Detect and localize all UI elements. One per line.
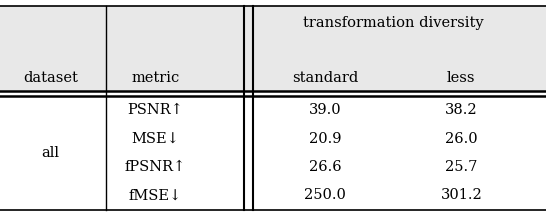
Text: 301.2: 301.2 bbox=[441, 188, 482, 202]
Text: 26.0: 26.0 bbox=[445, 132, 478, 146]
Text: 26.6: 26.6 bbox=[308, 160, 341, 174]
Bar bbox=[0, 96, 546, 210]
Bar bbox=[0, 6, 546, 91]
Text: less: less bbox=[447, 71, 476, 85]
Text: 39.0: 39.0 bbox=[308, 103, 341, 117]
Text: standard: standard bbox=[292, 71, 358, 85]
Text: 250.0: 250.0 bbox=[304, 188, 346, 202]
Text: all: all bbox=[41, 146, 59, 160]
Text: 25.7: 25.7 bbox=[445, 160, 478, 174]
Text: metric: metric bbox=[132, 71, 180, 85]
Text: MSE↓: MSE↓ bbox=[132, 132, 180, 146]
Text: transformation diversity: transformation diversity bbox=[303, 16, 483, 30]
Text: fMSE↓: fMSE↓ bbox=[129, 188, 182, 202]
Text: PSNR↑: PSNR↑ bbox=[128, 103, 183, 117]
Text: 38.2: 38.2 bbox=[445, 103, 478, 117]
Text: 20.9: 20.9 bbox=[308, 132, 341, 146]
Text: fPSNR↑: fPSNR↑ bbox=[125, 160, 186, 174]
Text: dataset: dataset bbox=[23, 71, 78, 85]
